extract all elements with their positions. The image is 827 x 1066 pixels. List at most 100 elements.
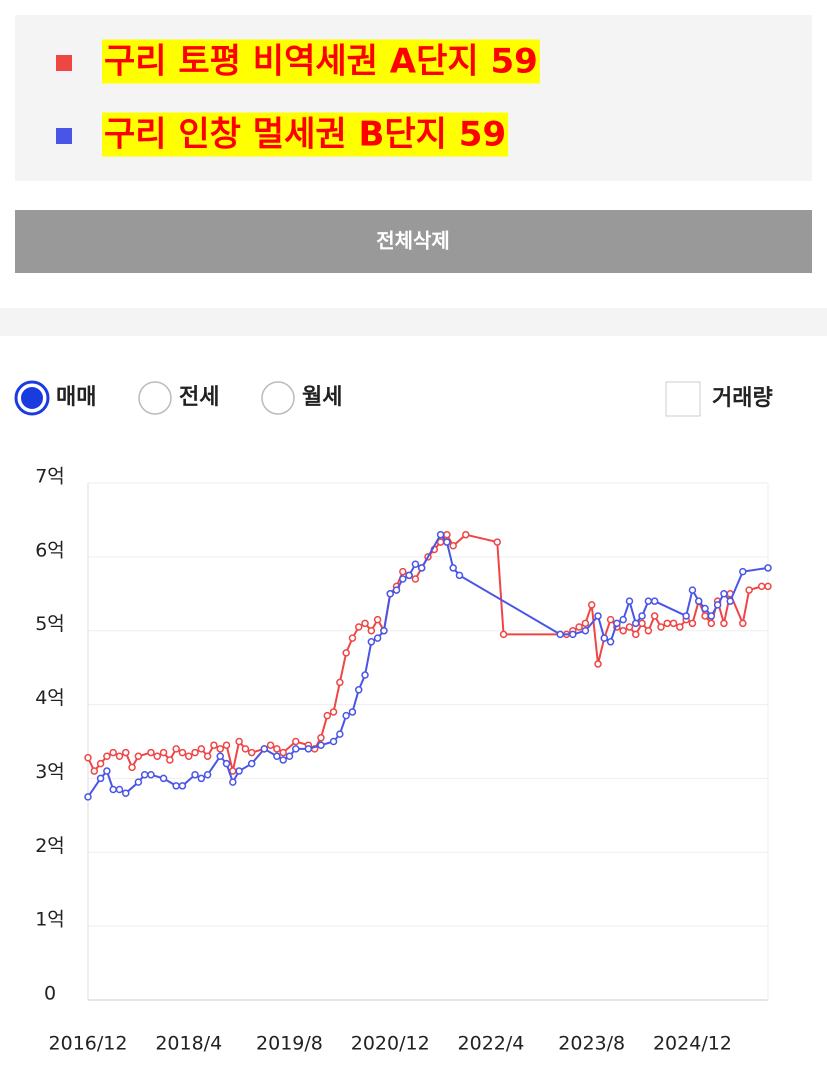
data-point bbox=[587, 601, 596, 609]
data-point bbox=[342, 711, 350, 720]
data-point bbox=[191, 770, 199, 779]
data-point bbox=[216, 745, 224, 753]
data-point bbox=[632, 630, 640, 639]
data-point bbox=[317, 734, 325, 742]
data-point bbox=[739, 567, 747, 576]
data-point bbox=[103, 767, 111, 775]
data-point bbox=[285, 752, 294, 761]
data-point bbox=[619, 615, 627, 624]
data-point bbox=[90, 767, 99, 775]
data-point bbox=[707, 612, 716, 620]
data-point bbox=[247, 748, 256, 757]
data-point bbox=[247, 759, 256, 768]
data-point bbox=[178, 748, 187, 757]
data-point bbox=[367, 626, 376, 635]
data-point bbox=[613, 619, 621, 628]
data-point bbox=[650, 597, 659, 605]
legend-swatch bbox=[56, 128, 72, 144]
data-point bbox=[638, 612, 646, 620]
data-point bbox=[757, 582, 766, 591]
data-point bbox=[462, 530, 470, 539]
radio-button[interactable] bbox=[261, 381, 295, 415]
data-point bbox=[632, 619, 640, 628]
data-point bbox=[222, 759, 231, 768]
y-tick-label: 5억 bbox=[35, 613, 65, 635]
y-tick-label: 6억 bbox=[35, 539, 65, 561]
data-point bbox=[657, 623, 665, 631]
data-point bbox=[229, 778, 237, 786]
data-point bbox=[676, 623, 684, 631]
data-point bbox=[361, 619, 369, 628]
data-point bbox=[606, 638, 615, 646]
data-point bbox=[235, 737, 243, 746]
data-point bbox=[96, 774, 105, 783]
data-point bbox=[707, 619, 716, 628]
data-point bbox=[273, 745, 281, 753]
series-line bbox=[87, 532, 768, 773]
radio-dot bbox=[21, 387, 43, 409]
y-tick-label: 3억 bbox=[35, 761, 65, 783]
legend-label: 구리 인창 멀세권 B단지 59 bbox=[104, 115, 506, 155]
data-point bbox=[216, 752, 224, 761]
data-point bbox=[122, 789, 130, 797]
data-point bbox=[354, 686, 363, 694]
data-point bbox=[159, 748, 168, 757]
radio-label[interactable]: 전세 bbox=[179, 385, 219, 410]
y-tick-label: 7억 bbox=[35, 466, 65, 488]
x-tick-label: 2019/8 bbox=[256, 1033, 323, 1055]
data-point bbox=[594, 612, 602, 620]
data-point bbox=[556, 630, 564, 639]
legend-highlight bbox=[102, 39, 540, 84]
data-point bbox=[197, 745, 206, 753]
data-point bbox=[411, 575, 420, 583]
data-point bbox=[380, 626, 388, 635]
data-point bbox=[122, 748, 130, 757]
data-point bbox=[329, 708, 338, 716]
data-point bbox=[669, 619, 678, 628]
data-point bbox=[109, 748, 117, 757]
data-point bbox=[581, 619, 590, 628]
radio-label[interactable]: 월세 bbox=[302, 385, 342, 410]
data-point bbox=[713, 601, 722, 609]
data-point bbox=[172, 745, 180, 753]
data-point bbox=[203, 752, 212, 761]
data-point bbox=[449, 564, 457, 572]
data-point bbox=[153, 752, 162, 761]
data-point bbox=[650, 612, 659, 620]
x-tick-label: 2020/12 bbox=[351, 1033, 430, 1055]
x-tick-label: 2016/12 bbox=[49, 1033, 128, 1055]
data-point bbox=[203, 770, 212, 779]
x-tick-label: 2018/4 bbox=[155, 1033, 222, 1055]
data-point bbox=[663, 619, 672, 628]
radio-label[interactable]: 매매 bbox=[56, 385, 96, 410]
data-point bbox=[575, 623, 583, 631]
data-point bbox=[745, 586, 753, 594]
data-point bbox=[292, 737, 300, 746]
data-point bbox=[241, 745, 250, 753]
data-point bbox=[644, 626, 653, 635]
data-point bbox=[386, 590, 394, 598]
delete-button-label[interactable]: 전체삭제 bbox=[376, 229, 450, 253]
radio-button[interactable] bbox=[138, 381, 172, 415]
volume-label[interactable]: 거래량 bbox=[712, 386, 773, 411]
data-point bbox=[405, 571, 413, 580]
x-tick-label: 2023/8 bbox=[558, 1033, 625, 1055]
data-point bbox=[399, 575, 407, 583]
data-point bbox=[569, 630, 577, 639]
data-point bbox=[739, 619, 747, 628]
data-point bbox=[191, 748, 199, 757]
data-point bbox=[336, 730, 344, 738]
data-point bbox=[493, 538, 502, 546]
data-point bbox=[682, 612, 690, 620]
data-point bbox=[222, 741, 231, 749]
data-point bbox=[109, 785, 117, 794]
data-point bbox=[348, 634, 357, 642]
delete-button[interactable] bbox=[15, 210, 812, 273]
data-point bbox=[373, 615, 382, 624]
legend-label: 구리 토평 비역세권 A단지 59 bbox=[104, 42, 538, 82]
data-point bbox=[701, 604, 709, 613]
volume-checkbox[interactable] bbox=[665, 381, 701, 417]
data-point bbox=[392, 586, 401, 594]
